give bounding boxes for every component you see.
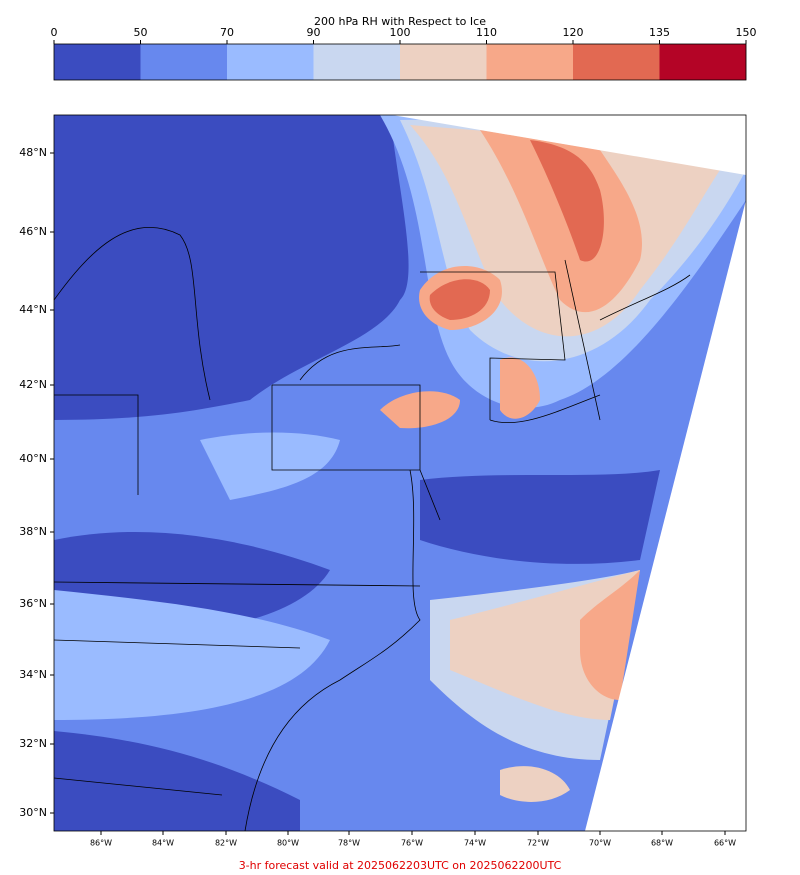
lon-label: 76°W bbox=[401, 839, 423, 848]
lat-label: 30°N bbox=[19, 806, 47, 819]
field-region bbox=[200, 432, 340, 500]
lon-label: 72°W bbox=[527, 839, 549, 848]
colorbar-title: 200 hPa RH with Respect to Ice bbox=[314, 15, 486, 28]
colorbar-tick-label: 0 bbox=[51, 26, 58, 39]
colorbar: 0 50 70 90 100 110 120 135 150 bbox=[51, 26, 757, 81]
colorbar-tick-label: 90 bbox=[307, 26, 321, 39]
lat-label: 38°N bbox=[19, 525, 47, 538]
lon-label: 86°W bbox=[90, 839, 112, 848]
field-region bbox=[500, 357, 540, 419]
lat-label: 46°N bbox=[19, 225, 47, 238]
lat-label: 44°N bbox=[19, 303, 47, 316]
colorbar-segment bbox=[227, 44, 314, 80]
field-region bbox=[480, 130, 642, 313]
colorbar-tick-label: 110 bbox=[476, 26, 497, 39]
colorbar-tick-label: 120 bbox=[563, 26, 584, 39]
lat-label: 40°N bbox=[19, 452, 47, 465]
field-region bbox=[429, 279, 490, 320]
colorbar-segment bbox=[140, 44, 228, 80]
lat-label: 42°N bbox=[19, 378, 47, 391]
lon-label: 66°W bbox=[714, 839, 736, 848]
lat-label: 48°N bbox=[19, 146, 47, 159]
colorbar-tick-label: 100 bbox=[390, 26, 411, 39]
colorbar-segment bbox=[400, 44, 487, 80]
colorbar-tick-label: 150 bbox=[736, 26, 757, 39]
lon-label: 70°W bbox=[589, 839, 611, 848]
footer: 3-hr forecast valid at 2025062203UTC on … bbox=[239, 859, 562, 872]
field-region bbox=[54, 590, 330, 720]
field-region bbox=[420, 470, 660, 564]
colorbar-tick-label: 135 bbox=[649, 26, 670, 39]
field-region bbox=[500, 766, 570, 802]
lon-label: 80°W bbox=[277, 839, 299, 848]
lat-label: 34°N bbox=[19, 668, 47, 681]
lon-label: 82°W bbox=[215, 839, 237, 848]
domain-outside bbox=[392, 115, 746, 175]
lon-label: 68°W bbox=[651, 839, 673, 848]
colorbar-segment bbox=[659, 44, 747, 80]
field-region bbox=[54, 115, 409, 420]
lon-label: 84°W bbox=[152, 839, 174, 848]
colorbar-segment bbox=[573, 44, 660, 80]
lat-label: 36°N bbox=[19, 597, 47, 610]
colorbar-tick-label: 50 bbox=[134, 26, 148, 39]
lat-label: 32°N bbox=[19, 737, 47, 750]
domain-outside bbox=[585, 200, 746, 831]
field-region bbox=[580, 570, 640, 700]
colorbar-segment bbox=[313, 44, 401, 80]
lon-label: 74°W bbox=[464, 839, 486, 848]
map-axes: 48°N 46°N 44°N 42°N 40°N 38°N 36°N 34°N 32°N 30°N… bbox=[19, 146, 736, 848]
field-region bbox=[54, 731, 300, 831]
map-frame bbox=[53, 114, 747, 832]
map-field bbox=[54, 115, 746, 831]
lon-label: 78°W bbox=[338, 839, 360, 848]
colorbar-segment bbox=[54, 44, 141, 80]
state-borders bbox=[53, 226, 691, 832]
colorbar-tick-label: 70 bbox=[220, 26, 234, 39]
field-region bbox=[530, 140, 604, 262]
colorbar-segment bbox=[486, 44, 574, 80]
